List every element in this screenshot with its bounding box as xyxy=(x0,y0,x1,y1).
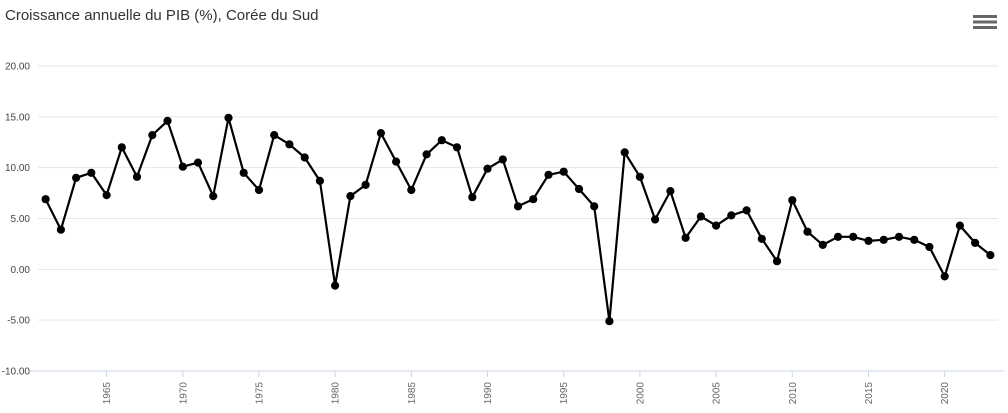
series-line xyxy=(44,116,992,323)
data-point-marker[interactable] xyxy=(590,202,599,211)
data-point-marker[interactable] xyxy=(910,235,919,244)
data-point-marker[interactable] xyxy=(72,173,81,182)
data-point-marker[interactable] xyxy=(315,176,324,185)
data-point-marker[interactable] xyxy=(117,143,126,152)
data-point-marker[interactable] xyxy=(87,168,96,177)
y-axis-label: 5.00 xyxy=(11,214,31,225)
data-point-marker[interactable] xyxy=(742,206,751,215)
data-point-marker[interactable] xyxy=(193,158,203,167)
data-point-marker[interactable] xyxy=(666,187,675,196)
y-axis-label: -10.00 xyxy=(2,367,31,378)
data-point-marker[interactable] xyxy=(818,240,827,249)
x-axis-label: 1995 xyxy=(559,382,570,405)
x-axis-label: 2005 xyxy=(712,382,723,405)
data-point-marker[interactable] xyxy=(41,195,50,204)
x-axis-label: 1990 xyxy=(483,382,494,405)
x-axis-label: 1970 xyxy=(178,382,189,405)
data-point-marker[interactable] xyxy=(727,211,736,220)
data-point-marker[interactable] xyxy=(346,192,355,201)
data-point-marker[interactable] xyxy=(849,232,858,241)
data-point-marker[interactable] xyxy=(163,116,172,125)
data-point-marker[interactable] xyxy=(437,136,446,145)
y-axis-label: 0.00 xyxy=(11,265,31,276)
x-axis-label: 2020 xyxy=(940,382,951,405)
data-point-marker[interactable] xyxy=(833,232,843,241)
data-point-marker[interactable] xyxy=(788,196,797,205)
y-axis-label: 10.00 xyxy=(5,163,30,174)
y-axis-label: 20.00 xyxy=(5,62,30,73)
y-axis-label: -5.00 xyxy=(7,316,30,327)
data-point-marker[interactable] xyxy=(620,148,629,157)
data-point-marker[interactable] xyxy=(56,225,65,234)
data-point-marker[interactable] xyxy=(940,272,949,281)
data-point-marker[interactable] xyxy=(544,170,553,179)
data-point-marker[interactable] xyxy=(772,257,782,266)
data-point-marker[interactable] xyxy=(574,184,584,194)
data-point-marker[interactable] xyxy=(452,143,462,152)
data-point-marker[interactable] xyxy=(894,232,904,241)
data-point-marker[interactable] xyxy=(239,168,248,177)
data-point-marker[interactable] xyxy=(529,195,538,204)
data-point-marker[interactable] xyxy=(254,185,264,195)
data-point-marker[interactable] xyxy=(331,281,340,290)
data-point-marker[interactable] xyxy=(635,172,645,181)
x-axis-label: 1975 xyxy=(254,382,265,405)
data-point-marker[interactable] xyxy=(102,191,111,200)
x-axis-label: 2010 xyxy=(788,382,799,405)
data-point-marker[interactable] xyxy=(483,164,492,173)
data-point-marker[interactable] xyxy=(407,185,416,195)
data-point-marker[interactable] xyxy=(300,153,309,162)
data-point-marker[interactable] xyxy=(955,221,965,230)
data-point-marker[interactable] xyxy=(498,155,507,164)
data-point-marker[interactable] xyxy=(422,150,431,159)
data-point-marker[interactable] xyxy=(712,221,721,230)
x-axis-label: 2000 xyxy=(635,382,646,405)
x-axis-label: 1980 xyxy=(331,382,342,405)
data-point-marker[interactable] xyxy=(270,131,279,140)
x-axis-label: 1965 xyxy=(102,382,113,405)
data-point-marker[interactable] xyxy=(696,212,706,221)
data-point-marker[interactable] xyxy=(971,238,980,247)
data-point-marker[interactable] xyxy=(361,180,370,189)
chart-context-menu-button[interactable] xyxy=(971,12,999,32)
data-point-marker[interactable] xyxy=(285,140,294,149)
data-point-marker[interactable] xyxy=(148,131,157,140)
chart-title: Croissance annuelle du PIB (%), Corée du… xyxy=(5,7,319,24)
data-point-marker[interactable] xyxy=(925,242,934,252)
data-point-marker[interactable] xyxy=(468,193,477,202)
data-point-marker[interactable] xyxy=(513,202,523,211)
data-point-marker[interactable] xyxy=(209,192,218,201)
data-point-marker[interactable] xyxy=(803,227,812,236)
data-point-marker[interactable] xyxy=(605,317,614,326)
data-point-marker[interactable] xyxy=(224,113,233,122)
data-point-marker[interactable] xyxy=(376,129,385,138)
hamburger-menu-icon xyxy=(973,15,997,29)
data-point-marker[interactable] xyxy=(879,235,888,244)
y-axis-label: 15.00 xyxy=(5,112,30,123)
data-point-marker[interactable] xyxy=(864,236,873,245)
data-point-marker[interactable] xyxy=(178,162,187,171)
data-point-marker[interactable] xyxy=(757,234,766,243)
data-point-marker[interactable] xyxy=(651,215,660,224)
x-axis-label: 1985 xyxy=(407,382,418,405)
x-axis-label: 2015 xyxy=(864,382,875,405)
data-point-marker[interactable] xyxy=(559,167,568,176)
data-point-marker[interactable] xyxy=(681,233,690,242)
data-point-marker[interactable] xyxy=(392,157,401,166)
data-point-marker[interactable] xyxy=(132,172,142,181)
data-point-marker[interactable] xyxy=(986,251,995,260)
